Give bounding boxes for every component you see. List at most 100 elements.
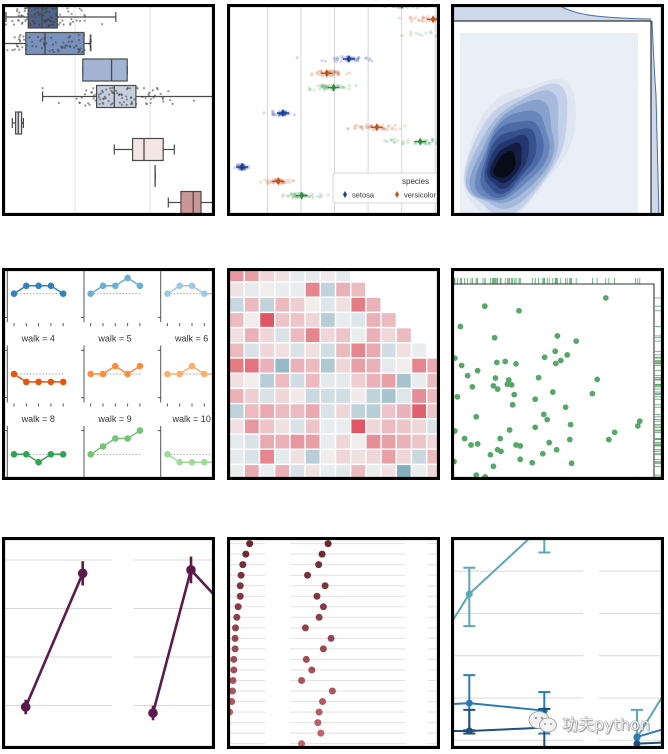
heatmap-cell bbox=[319, 311, 337, 329]
heatmap-cell bbox=[350, 342, 367, 359]
strip-point bbox=[320, 83, 324, 87]
swarm-point bbox=[21, 21, 24, 24]
strip-point bbox=[276, 113, 280, 117]
swarm-point bbox=[80, 96, 83, 99]
walk-point bbox=[164, 451, 171, 458]
scatter-point bbox=[552, 360, 559, 367]
box-0 bbox=[4, 5, 117, 29]
dot bbox=[321, 582, 329, 590]
strip-point bbox=[317, 69, 321, 73]
strip-point bbox=[417, 32, 421, 36]
box-3 bbox=[41, 84, 215, 109]
swarm-point bbox=[57, 50, 60, 53]
strip-point bbox=[382, 126, 386, 130]
dot bbox=[315, 561, 323, 569]
swarm-point bbox=[54, 41, 58, 44]
heatmap-cell bbox=[410, 402, 428, 420]
dot bbox=[236, 582, 244, 590]
strip-point bbox=[284, 181, 288, 185]
strip-point bbox=[421, 19, 425, 24]
swarm-point bbox=[79, 47, 82, 50]
strip-point bbox=[400, 142, 404, 146]
strip-point bbox=[318, 192, 322, 196]
strip-point bbox=[322, 86, 326, 91]
heatmap-cell bbox=[380, 326, 398, 344]
strip-point bbox=[270, 111, 274, 115]
mean-marker bbox=[280, 109, 286, 117]
heatmap-cell bbox=[228, 326, 246, 344]
swarm-point bbox=[28, 36, 31, 39]
heatmap-cell bbox=[395, 448, 413, 466]
heatmap-cell bbox=[243, 448, 261, 466]
point-marker bbox=[633, 733, 641, 741]
scatter-point bbox=[532, 424, 539, 431]
heatmap-cell bbox=[258, 342, 276, 359]
strip-point bbox=[406, 138, 410, 142]
dot bbox=[319, 645, 327, 653]
swarm-point bbox=[48, 24, 51, 27]
legend-label: setosa bbox=[352, 191, 375, 200]
watermark: 功夫python bbox=[527, 709, 657, 735]
strip-point bbox=[425, 139, 429, 143]
strip-point bbox=[318, 87, 322, 91]
strip-point bbox=[267, 181, 271, 185]
heatmap-cell bbox=[243, 311, 261, 329]
swarm-point bbox=[13, 48, 16, 51]
swarm-point bbox=[142, 87, 146, 90]
heatmap-cell bbox=[350, 311, 367, 329]
strip-point bbox=[406, 141, 410, 145]
heatmap-cell bbox=[289, 296, 306, 314]
point-marker bbox=[148, 708, 158, 718]
swarm-point bbox=[155, 86, 159, 90]
strip-point bbox=[335, 71, 340, 75]
strip-point bbox=[289, 193, 293, 197]
swarm-point bbox=[89, 34, 92, 37]
heatmap-cell bbox=[228, 281, 246, 298]
strip-point bbox=[323, 85, 327, 89]
heatmap-cell bbox=[319, 387, 337, 405]
heatmap-cell bbox=[304, 281, 322, 298]
mean-marker bbox=[324, 69, 330, 78]
strip-point bbox=[322, 88, 326, 92]
strip-point bbox=[408, 15, 412, 20]
scatter-point bbox=[474, 441, 481, 447]
box-4 bbox=[11, 111, 24, 135]
swarm-point bbox=[77, 38, 81, 42]
strip-point bbox=[322, 83, 326, 88]
scatter-point bbox=[473, 413, 480, 420]
swarm-point bbox=[70, 40, 74, 43]
walk-point bbox=[99, 443, 107, 450]
swarm-point bbox=[30, 15, 34, 18]
strip-point bbox=[316, 72, 320, 76]
swarm-point bbox=[149, 101, 152, 105]
facet-title: walk = 9 bbox=[97, 414, 131, 424]
swarm-point bbox=[50, 20, 53, 23]
strip-point bbox=[310, 71, 314, 76]
swarm-point bbox=[102, 102, 105, 105]
heatmap-cell bbox=[380, 372, 398, 390]
strip-point bbox=[332, 69, 336, 73]
heatmap-cell bbox=[274, 402, 291, 420]
swarm-point bbox=[68, 45, 71, 48]
strip-point bbox=[389, 138, 393, 142]
strip-point bbox=[400, 34, 404, 38]
strip-point bbox=[417, 18, 421, 22]
strip-point bbox=[307, 194, 311, 199]
strip-point bbox=[365, 125, 370, 129]
strip-point bbox=[322, 83, 326, 87]
heatmap-cell bbox=[410, 433, 428, 450]
swarm-point bbox=[67, 10, 70, 13]
swarm-point bbox=[69, 22, 72, 25]
right-marginal-curve bbox=[651, 20, 660, 216]
strip-point bbox=[347, 83, 352, 88]
scatter-point bbox=[458, 362, 465, 369]
heatmap-cell bbox=[380, 448, 398, 466]
facet-walk-1 bbox=[81, 268, 144, 327]
scatter-point bbox=[636, 418, 643, 425]
dot bbox=[231, 645, 239, 653]
dot bbox=[315, 613, 323, 621]
swarm-point bbox=[50, 23, 53, 26]
swarm-point bbox=[109, 103, 113, 106]
strip-point bbox=[393, 140, 397, 144]
heatmap-cell bbox=[365, 311, 382, 329]
